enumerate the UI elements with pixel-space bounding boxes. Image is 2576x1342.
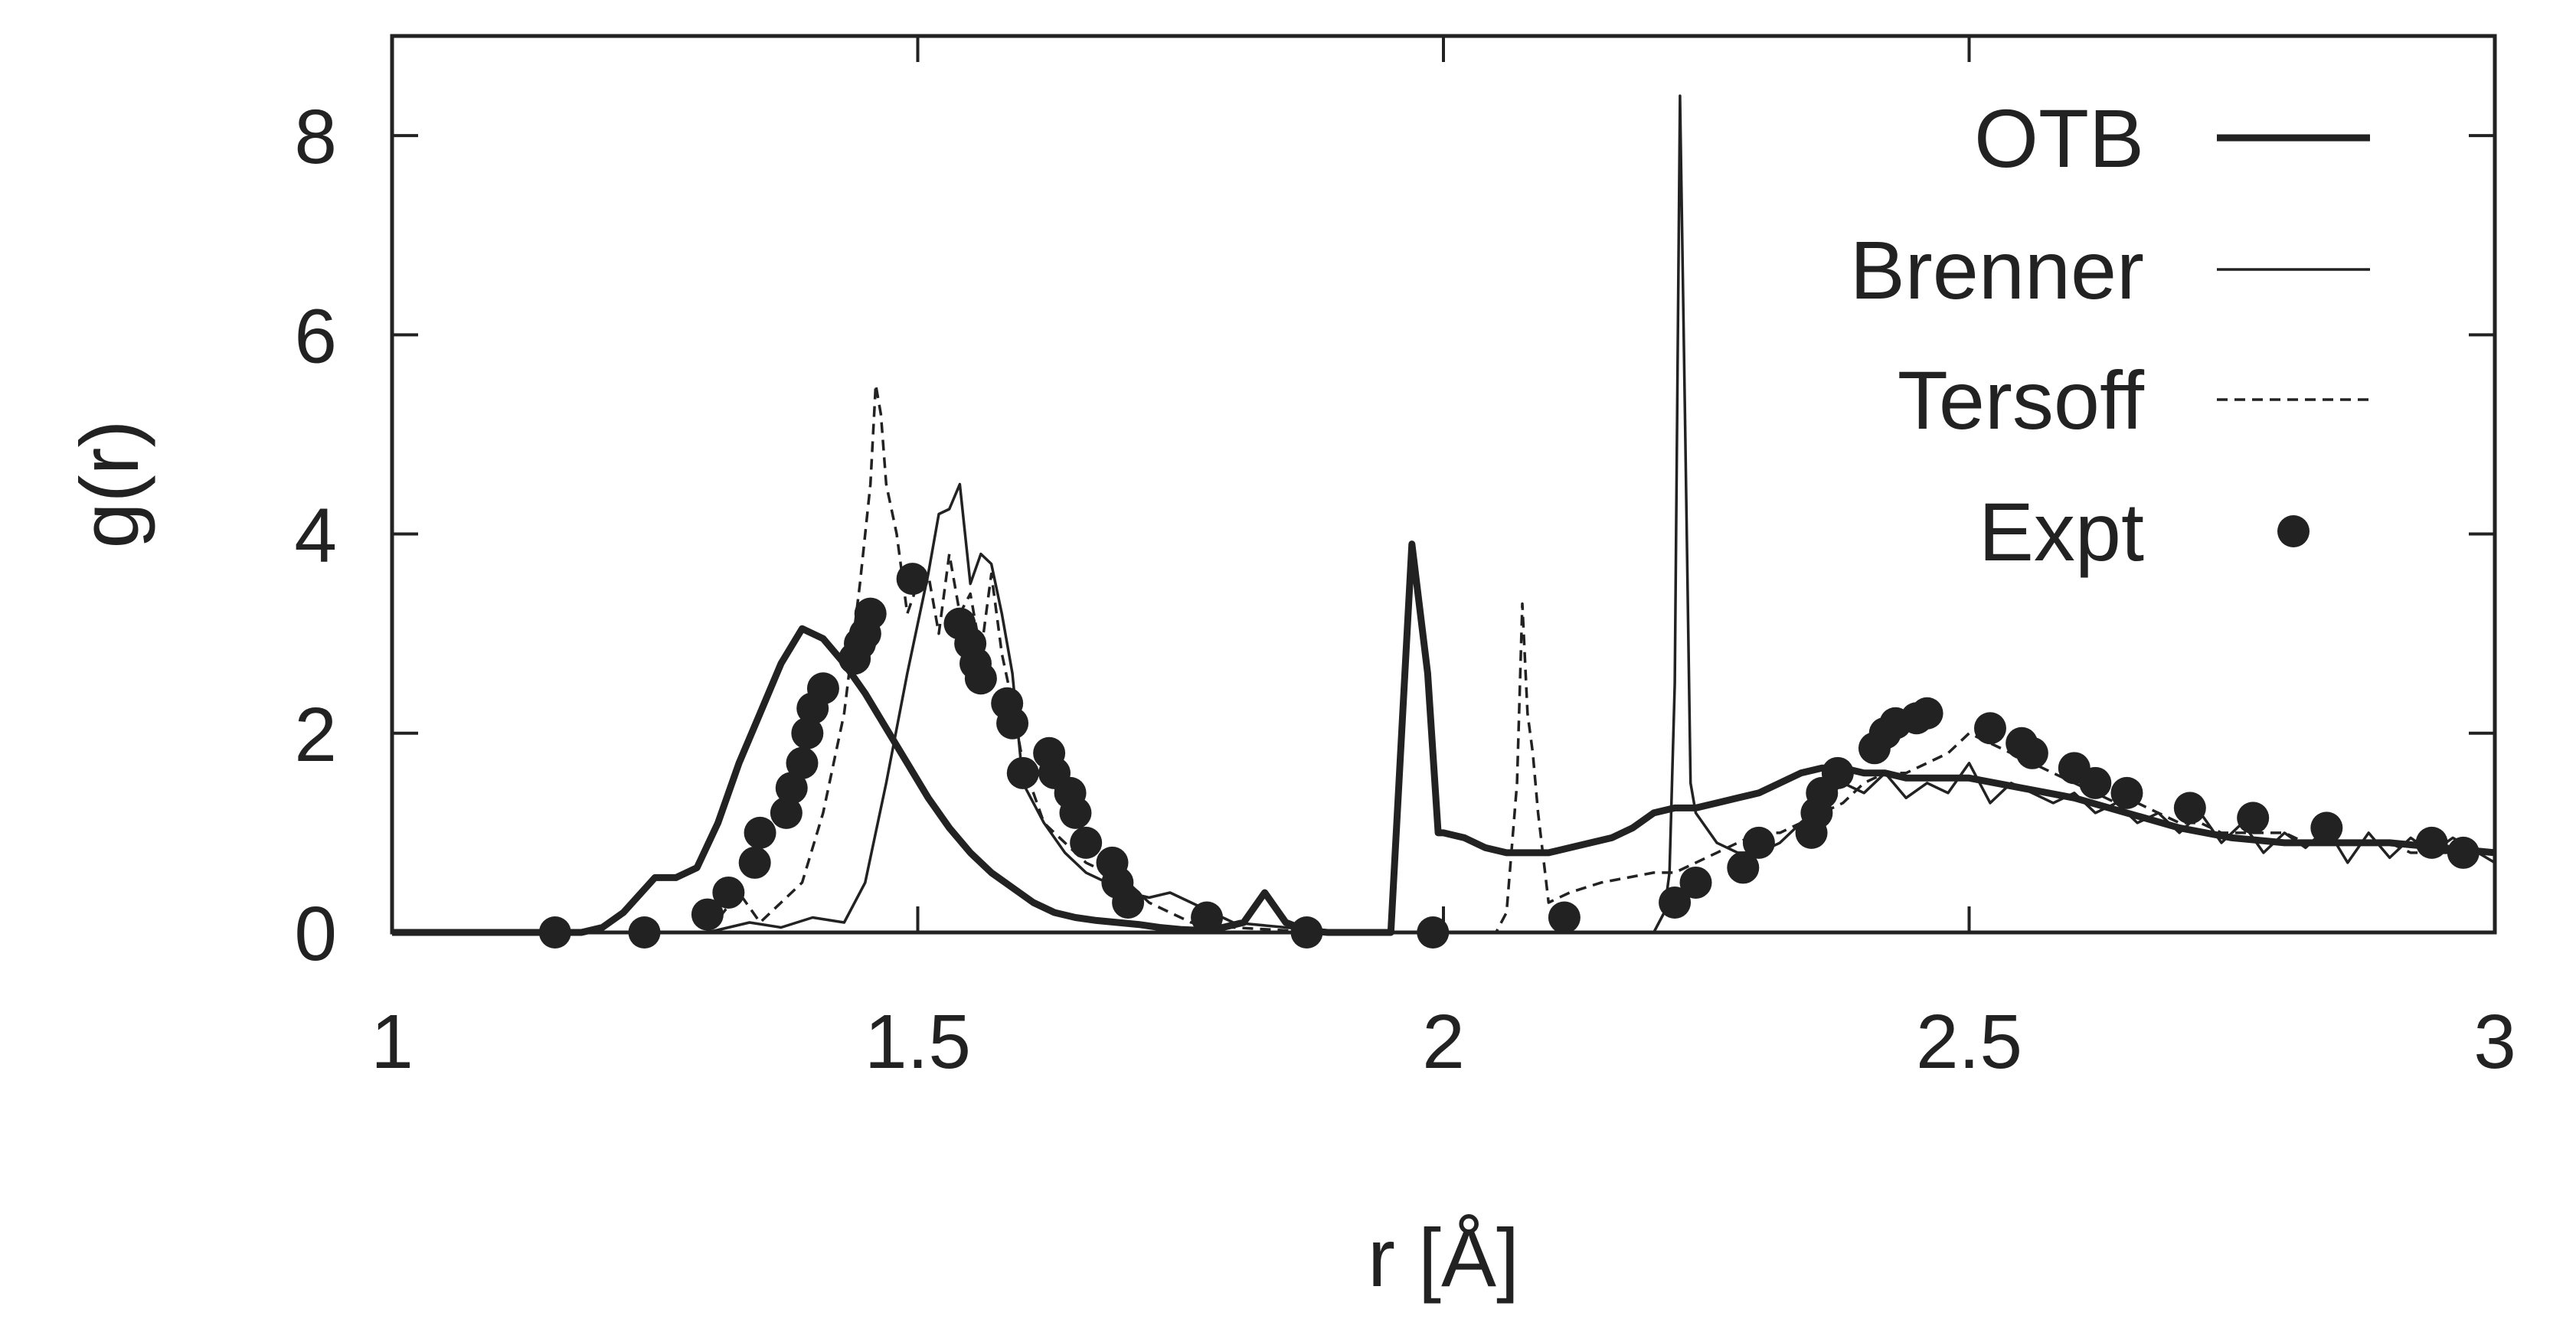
tick-labels: 1 1.5 2 2.5 3 0 2 4 6 8	[294, 94, 2516, 1085]
data-point-expt	[786, 746, 819, 779]
legend-label-tersoff: Tersoff	[1898, 354, 2145, 446]
data-point-expt	[2447, 836, 2480, 869]
data-point-expt	[996, 707, 1029, 740]
y-tick-label: 6	[294, 293, 337, 379]
legend-swatch-expt	[2277, 515, 2310, 547]
data-point-expt	[1821, 756, 1854, 789]
data-point-expt	[2237, 802, 2270, 834]
data-point-expt	[691, 898, 724, 931]
data-point-expt	[2310, 811, 2343, 844]
data-point-expt	[964, 662, 997, 695]
plot-series	[392, 94, 2496, 949]
legend-label-expt: Expt	[1979, 485, 2144, 578]
y-tick-label: 8	[294, 94, 337, 180]
data-point-expt	[1727, 851, 1760, 884]
legend-label-brenner: Brenner	[1850, 224, 2144, 316]
data-point-expt	[896, 563, 929, 596]
data-point-expt	[1742, 826, 1775, 859]
data-point-expt	[2173, 792, 2206, 824]
data-point-expt	[1911, 697, 1943, 730]
data-point-expt	[1006, 756, 1039, 789]
y-tick-label: 4	[294, 493, 337, 579]
data-point-expt	[791, 717, 824, 749]
data-point-expt	[770, 796, 803, 829]
data-point-expt	[1112, 886, 1145, 919]
data-point-expt	[806, 672, 839, 705]
data-point-expt	[1659, 886, 1692, 919]
data-point-expt	[1548, 901, 1581, 934]
data-point-expt	[712, 876, 745, 909]
y-axis-label: g(r)	[63, 420, 155, 549]
series-expt-points	[538, 563, 2480, 949]
data-point-expt	[1679, 866, 1712, 899]
data-point-expt	[1973, 712, 2006, 745]
data-point-expt	[744, 816, 776, 849]
data-point-expt	[1059, 796, 1092, 829]
plot-frame	[390, 34, 2497, 935]
data-point-expt	[1070, 826, 1103, 859]
x-axis-label: r [Å]	[1368, 1211, 1519, 1304]
data-point-expt	[775, 772, 808, 805]
data-point-expt	[2110, 776, 2143, 809]
y-tick-label: 0	[294, 891, 337, 977]
x-tick-label: 2.5	[1916, 999, 2022, 1085]
data-point-expt	[854, 597, 887, 630]
data-point-expt	[2015, 736, 2048, 769]
data-point-expt	[2079, 766, 2112, 799]
x-tick-label: 1.5	[865, 999, 971, 1085]
data-point-expt	[738, 846, 771, 879]
legend-label-otb: OTB	[1974, 92, 2144, 184]
x-tick-label: 2	[1422, 999, 1465, 1085]
x-tick-label: 1	[371, 999, 414, 1085]
x-tick-label: 3	[2473, 999, 2516, 1085]
y-tick-label: 2	[294, 692, 337, 778]
data-point-expt	[2415, 826, 2448, 859]
data-point-expt	[1191, 901, 1224, 934]
legend: OTB Brenner Tersoff Expt	[1850, 92, 2370, 578]
